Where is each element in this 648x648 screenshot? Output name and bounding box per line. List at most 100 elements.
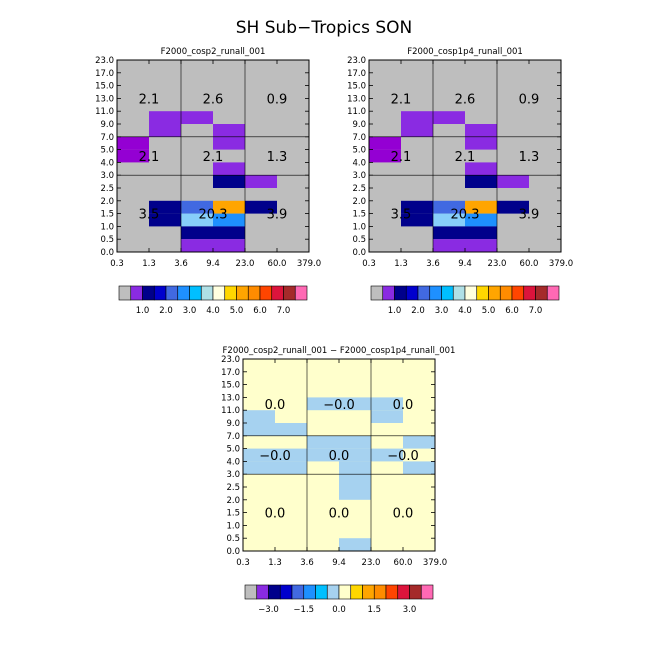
y-tick-label: 5.0 [100, 146, 114, 156]
heatmap-cell [465, 213, 497, 227]
panel-title: F2000_cosp2_runall_001 − F2000_cosp1p4_r… [223, 346, 456, 356]
heatmap-cell [181, 213, 213, 227]
heatmap-cell [433, 111, 465, 124]
heatmap-cell [403, 461, 435, 475]
colorbar-swatch [535, 285, 548, 301]
x-tick-label: 3.6 [426, 259, 440, 269]
cell-annotation: 0.0 [329, 507, 350, 522]
y-tick-label: 0.0 [352, 248, 366, 258]
colorbar-swatch [394, 285, 407, 301]
y-tick-label: 3.0 [352, 171, 366, 181]
heatmap-cell [213, 239, 245, 252]
heatmap-cell [213, 226, 245, 240]
heatmap-cell [401, 124, 433, 137]
cell-annotation: 3.5 [139, 208, 160, 223]
cell-annotation: 3.5 [391, 208, 412, 223]
panel-cosp1p4: F2000_cosp1p4_runall_001 0.3 1.3 3.6 9.4 23.0… [347, 47, 573, 316]
colorbar-swatch [271, 285, 284, 301]
heatmap-cell [465, 226, 497, 240]
heatmap-cell [339, 397, 371, 411]
heatmap-cell [465, 239, 497, 252]
colorbar-label: 3.0 [403, 605, 417, 615]
heatmap-cell [243, 423, 275, 436]
heatmap-cell [181, 239, 213, 252]
y-tick-label: 17.0 [347, 69, 366, 79]
heatmap-cell [243, 461, 275, 475]
colorbar-swatch [405, 285, 419, 301]
cell-annotation: 0.0 [265, 398, 286, 413]
y-tick-label: 23.0 [95, 56, 114, 66]
colorbar-label: 2.0 [411, 306, 425, 316]
colorbar-swatch [189, 285, 202, 301]
heatmap-cell [245, 200, 277, 214]
x-tick-label: 23.0 [362, 558, 381, 568]
colorbar-label: −1.5 [293, 605, 314, 615]
y-tick-label: 4.0 [100, 158, 114, 168]
y-tick-label: 13.0 [95, 94, 114, 104]
heatmap-cell [339, 487, 371, 500]
y-tick-label: 5.0 [226, 445, 240, 455]
x-tick-label: 379.0 [549, 259, 573, 269]
colorbar-label: −3.0 [258, 605, 279, 615]
colorbar-swatch [441, 285, 454, 301]
colorbar-swatch [177, 285, 190, 301]
heatmap-cell [117, 149, 149, 163]
heatmap-cell [213, 200, 245, 214]
cell-annotation: 2.6 [455, 92, 476, 107]
cell-annotation: 2.1 [139, 150, 160, 165]
x-tick-label: 3.6 [300, 558, 314, 568]
colorbar-swatch [373, 584, 387, 600]
heatmap-cell [369, 149, 401, 163]
heatmap-cell [371, 448, 403, 462]
colorbar-swatch [499, 285, 513, 301]
cell-annotation: 2.1 [203, 150, 224, 165]
heatmap-cell [433, 226, 465, 240]
colorbar-swatch [283, 285, 296, 301]
y-tick-label: 0.0 [100, 248, 114, 258]
heatmap-cell [339, 435, 371, 449]
y-tick-label: 13.0 [347, 94, 366, 104]
heatmap-cell [213, 162, 245, 176]
colorbar-swatch [142, 285, 155, 301]
colorbar-swatch [256, 584, 269, 600]
cell-annotation: 1.3 [267, 150, 288, 165]
y-tick-label: 2.5 [226, 483, 240, 493]
colorbar-swatch [523, 285, 536, 301]
y-tick-label: 23.0 [221, 355, 240, 365]
colorbar-label: 4.0 [206, 306, 220, 316]
y-tick-label: 23.0 [347, 56, 366, 66]
figure-title: SH Sub−Tropics SON [236, 18, 413, 38]
heatmap-cell [307, 397, 339, 411]
y-tick-label: 4.0 [352, 158, 366, 168]
heatmap-cell [401, 200, 433, 214]
x-tick-label: 379.0 [423, 558, 447, 568]
x-tick-label: 60.0 [394, 558, 413, 568]
heatmap-cell [465, 200, 497, 214]
heatmap-cell [433, 200, 465, 214]
y-tick-label: 11.0 [95, 107, 114, 117]
cell-annotation: −0.0 [259, 449, 291, 464]
colorbar-swatch [118, 285, 132, 301]
y-tick-label: 7.0 [100, 133, 114, 143]
heatmap-cell [497, 175, 529, 188]
heatmap-cell [371, 397, 403, 411]
y-tick-label: 2.0 [352, 197, 366, 207]
colorbar-swatch [236, 285, 249, 301]
y-tick-label: 7.0 [226, 432, 240, 442]
y-tick-label: 15.0 [221, 381, 240, 391]
y-tick-label: 2.0 [226, 496, 240, 506]
y-tick-label: 2.5 [352, 184, 366, 194]
heatmap-cell [245, 175, 277, 188]
heatmap-cell [369, 136, 401, 150]
x-tick-label: 0.3 [110, 259, 124, 269]
heatmap-cell [181, 111, 213, 124]
y-tick-label: 9.0 [226, 419, 240, 429]
colorbar-swatch [488, 285, 501, 301]
colorbar-swatch [382, 285, 395, 301]
x-tick-label: 0.3 [236, 558, 250, 568]
heatmap-cell [307, 448, 339, 462]
panel-title: F2000_cosp2_runall_001 [161, 47, 266, 57]
cell-annotation: 0.9 [519, 92, 540, 107]
x-tick-label: 1.3 [142, 259, 156, 269]
